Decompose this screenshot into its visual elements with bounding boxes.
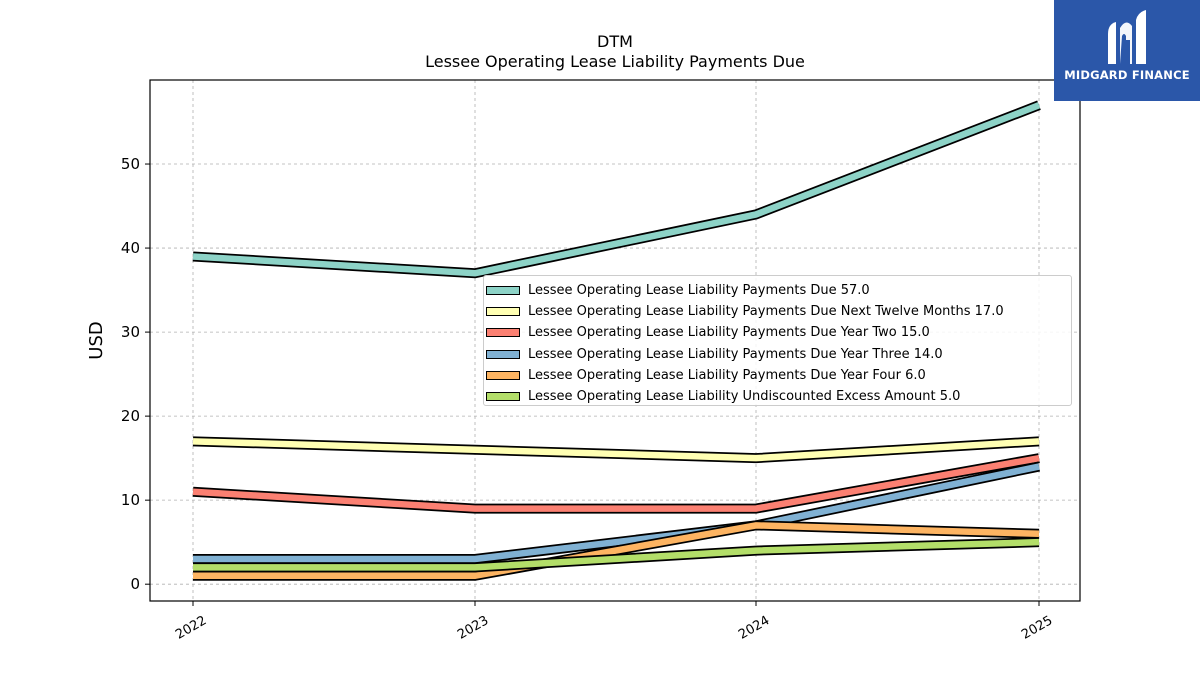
legend-label: Lessee Operating Lease Liability Payment… (528, 346, 943, 362)
legend-swatch (486, 392, 520, 402)
y-tick-label: 10 (121, 491, 140, 509)
legend-swatch (486, 370, 520, 380)
x-tick-label: 2022 (173, 613, 209, 643)
chart-title: DTM (597, 32, 633, 51)
legend-label: Lessee Operating Lease Liability Payment… (528, 304, 1004, 320)
series-line (192, 436, 1040, 464)
series-line (192, 100, 1041, 279)
y-tick-label: 50 (121, 155, 140, 173)
x-tick-label: 2023 (455, 613, 491, 643)
legend-item: Lessee Operating Lease Liability Payment… (484, 322, 1071, 343)
y-axis-label: USD (86, 321, 107, 359)
series-line (193, 461, 1041, 564)
series-stroke (192, 102, 1041, 277)
series-lines (192, 100, 1041, 581)
midgard-finance-logo: MIDGARD FINANCE (1054, 0, 1200, 101)
series-line (192, 453, 1040, 514)
legend-label: Lessee Operating Lease Liability Payment… (528, 367, 926, 383)
x-tick-label: 2024 (736, 613, 772, 643)
series-line (193, 520, 1040, 581)
legend-swatch (486, 328, 520, 338)
series-line (193, 537, 1040, 573)
chart-subtitle: Lessee Operating Lease Liability Payment… (425, 52, 805, 71)
plot-frame (149, 79, 1081, 602)
y-tick-label: 0 (130, 575, 140, 593)
series-stroke (192, 438, 1040, 462)
chart-legend: Lessee Operating Lease Liability Payment… (483, 275, 1072, 406)
series-stroke (193, 522, 1040, 580)
y-tick-label: 30 (121, 323, 140, 341)
legend-swatch (486, 307, 520, 317)
legend-item: Lessee Operating Lease Liability Payment… (484, 344, 1071, 365)
legend-label: Lessee Operating Lease Liability Payment… (528, 325, 930, 341)
series-stroke (193, 538, 1040, 571)
logo-text: MIDGARD FINANCE (1064, 68, 1190, 82)
series-stroke (192, 454, 1040, 512)
legend-item: Lessee Operating Lease Liability Payment… (484, 301, 1071, 322)
legend-item: Lessee Operating Lease Liability Payment… (484, 280, 1071, 301)
y-tick-label: 20 (121, 407, 140, 425)
legend-item: Lessee Operating Lease Liability Undisco… (484, 386, 1071, 407)
series-stroke (193, 463, 1040, 563)
legend-item: Lessee Operating Lease Liability Payment… (484, 365, 1071, 386)
legend-label: Lessee Operating Lease Liability Payment… (528, 283, 870, 299)
legend-swatch (486, 349, 520, 359)
stylized-m-logo-icon (1108, 10, 1146, 65)
legend-swatch (486, 286, 520, 296)
y-tick-label: 40 (121, 239, 140, 257)
x-tick-label: 2025 (1019, 613, 1055, 643)
legend-label: Lessee Operating Lease Liability Undisco… (528, 389, 961, 405)
